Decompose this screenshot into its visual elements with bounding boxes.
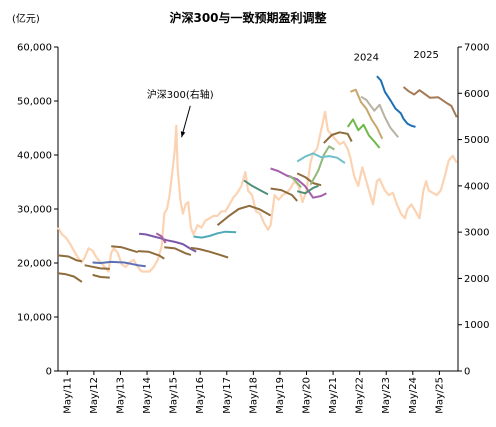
left-tick-label: 0 (46, 367, 52, 378)
right-tick-label: 0 (464, 367, 470, 378)
hs300-index-line (57, 110, 458, 273)
forecast-series-line (155, 232, 167, 244)
forecast-series-line (350, 88, 384, 140)
x-tick-label: May/18 (248, 377, 259, 414)
left-tick-label: 30,000 (17, 205, 52, 216)
right-tick-label: 6000 (464, 89, 489, 100)
annotation-label: 沪深300(右轴) (147, 88, 214, 101)
x-tick-label: May/22 (355, 377, 366, 414)
forecast-series-line (137, 250, 165, 260)
left-tick-label: 60,000 (17, 43, 52, 54)
forecast-series-line (92, 260, 146, 268)
x-tick-label: May/24 (408, 377, 419, 414)
right-tick-label: 5000 (464, 135, 489, 146)
forecast-series-line (139, 232, 197, 253)
forecast-series-line (346, 118, 381, 149)
left-tick-label: 10,000 (17, 313, 52, 324)
forecast-series-line (296, 152, 346, 164)
annotation-layer: 沪深300(右轴) 2024 2025 (147, 50, 439, 138)
forecast-series-line (164, 246, 192, 256)
annotation-label: 2024 (354, 53, 379, 64)
forecast-series-line (296, 184, 319, 195)
forecast-series-line (216, 204, 272, 226)
axes: 0 10,000 20,000 30,000 40,000 50,000 60,000 0 10… (17, 43, 489, 414)
forecast-series-line (270, 187, 298, 202)
left-tick-label: 40,000 (17, 151, 52, 162)
forecast-series-layer (57, 75, 458, 283)
left-tick-label: 20,000 (17, 259, 52, 270)
x-tick-label: May/12 (89, 377, 100, 414)
x-tick-label: May/16 (195, 377, 206, 414)
x-tick-label: May/19 (275, 377, 286, 414)
forecast-series-line (57, 272, 83, 283)
chart-title: 沪深300与一致预期盈利调整 (169, 10, 326, 25)
forecast-series-line (288, 174, 302, 189)
forecast-series-line (323, 131, 353, 144)
forecast-series-line (193, 230, 237, 239)
forecast-series-line (402, 86, 458, 118)
right-tick-label: 4000 (464, 181, 489, 192)
forecast-series-line (243, 179, 269, 196)
x-tick-label: May/13 (115, 377, 126, 414)
forecast-series-line (360, 95, 399, 138)
left-tick-label: 50,000 (17, 97, 52, 108)
forecast-series-line (57, 254, 83, 263)
forecast-series-line (376, 75, 416, 128)
right-tick-label: 7000 (464, 43, 489, 54)
forecast-series-line (111, 245, 138, 254)
forecast-series-line (296, 172, 322, 187)
left-axis-unit-label: (亿元) (12, 12, 40, 25)
annotation-arrow-head (180, 131, 186, 138)
forecast-series-line (84, 264, 110, 270)
x-tick-label: May/21 (328, 377, 339, 414)
right-tick-label: 2000 (464, 274, 489, 285)
forecast-series-line (190, 246, 229, 259)
x-tick-label: May/17 (222, 377, 233, 414)
forecast-series-line (270, 167, 327, 199)
x-tick-label: May/14 (142, 377, 153, 414)
forecast-series-line (92, 273, 110, 279)
x-tick-label: May/25 (434, 377, 445, 414)
forecast-series-line (309, 145, 335, 186)
right-tick-label: 3000 (464, 228, 489, 239)
x-tick-label: May/11 (62, 377, 73, 414)
index-series-layer (57, 110, 458, 273)
annotation-label: 2025 (413, 50, 438, 61)
right-tick-label: 1000 (464, 320, 489, 331)
x-tick-label: May/15 (169, 377, 180, 414)
x-tick-label: May/23 (381, 377, 392, 414)
x-tick-label: May/20 (302, 377, 313, 414)
